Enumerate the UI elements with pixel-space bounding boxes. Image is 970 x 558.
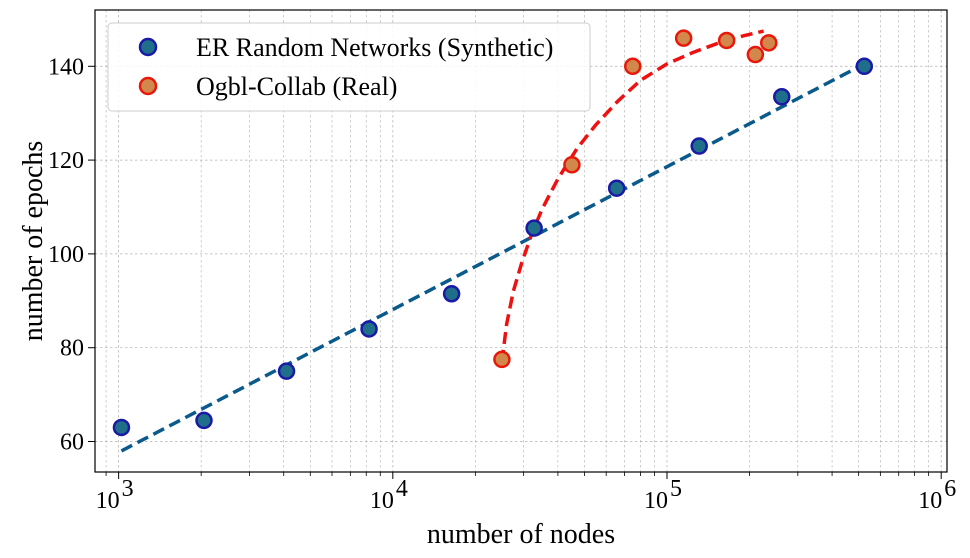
y-tick-label: 140 — [48, 54, 84, 80]
ogbl-point — [717, 31, 736, 50]
x-tick-base: 10 — [370, 488, 394, 514]
er-point — [855, 57, 874, 76]
ogbl-point — [674, 29, 693, 47]
ogbl-point — [493, 350, 511, 369]
er-point — [360, 320, 378, 338]
ogbl-fit-curve — [500, 29, 764, 363]
er-point — [525, 219, 543, 237]
x-tick-label: 10 6 — [918, 476, 956, 514]
x-tick-base: 10 — [644, 488, 668, 514]
y-tick-label: 80 — [60, 336, 84, 362]
ogbl-point — [759, 34, 778, 52]
er-fit-line — [120, 62, 866, 453]
er-point — [773, 88, 791, 106]
legend-label-ogbl: Ogbl-Collab (Real) — [196, 72, 397, 101]
y-tick-label: 100 — [48, 242, 84, 268]
legend-marker-er — [138, 37, 158, 57]
x-tick-exponent: 6 — [944, 476, 956, 502]
x-tick-exponent: 4 — [396, 476, 408, 502]
y-axis-label: number of epochs — [18, 141, 49, 342]
er-point — [442, 285, 461, 303]
er-point — [195, 411, 213, 430]
legend: ER Random Networks (Synthetic) Ogbl-Coll… — [107, 22, 591, 112]
x-tick-label: 10 3 — [96, 476, 134, 514]
ogbl-point — [563, 156, 581, 174]
x-tick-base: 10 — [96, 488, 120, 514]
axis-ticks — [88, 65, 942, 479]
er-point — [690, 137, 708, 155]
legend-label-er: ER Random Networks (Synthetic) — [196, 33, 553, 62]
x-tick-label: 10 4 — [370, 476, 408, 514]
ogbl-point — [746, 45, 765, 64]
x-tick-exponent: 3 — [122, 476, 134, 502]
y-tick-label: 60 — [60, 430, 84, 456]
er-point — [112, 418, 131, 437]
legend-marker-ogbl — [138, 76, 158, 96]
x-tick-label: 10 5 — [644, 476, 682, 514]
x-axis-label: number of nodes — [427, 519, 615, 550]
er-point — [607, 179, 626, 197]
er-point — [277, 362, 296, 380]
x-tick-base: 10 — [918, 488, 942, 514]
plot-frame — [94, 9, 948, 473]
y-tick-label: 120 — [48, 148, 84, 174]
legend-box — [107, 22, 591, 112]
fit-lines — [120, 29, 866, 453]
ogbl-point — [623, 57, 642, 76]
x-tick-exponent: 5 — [670, 476, 682, 502]
data-points — [112, 29, 874, 437]
